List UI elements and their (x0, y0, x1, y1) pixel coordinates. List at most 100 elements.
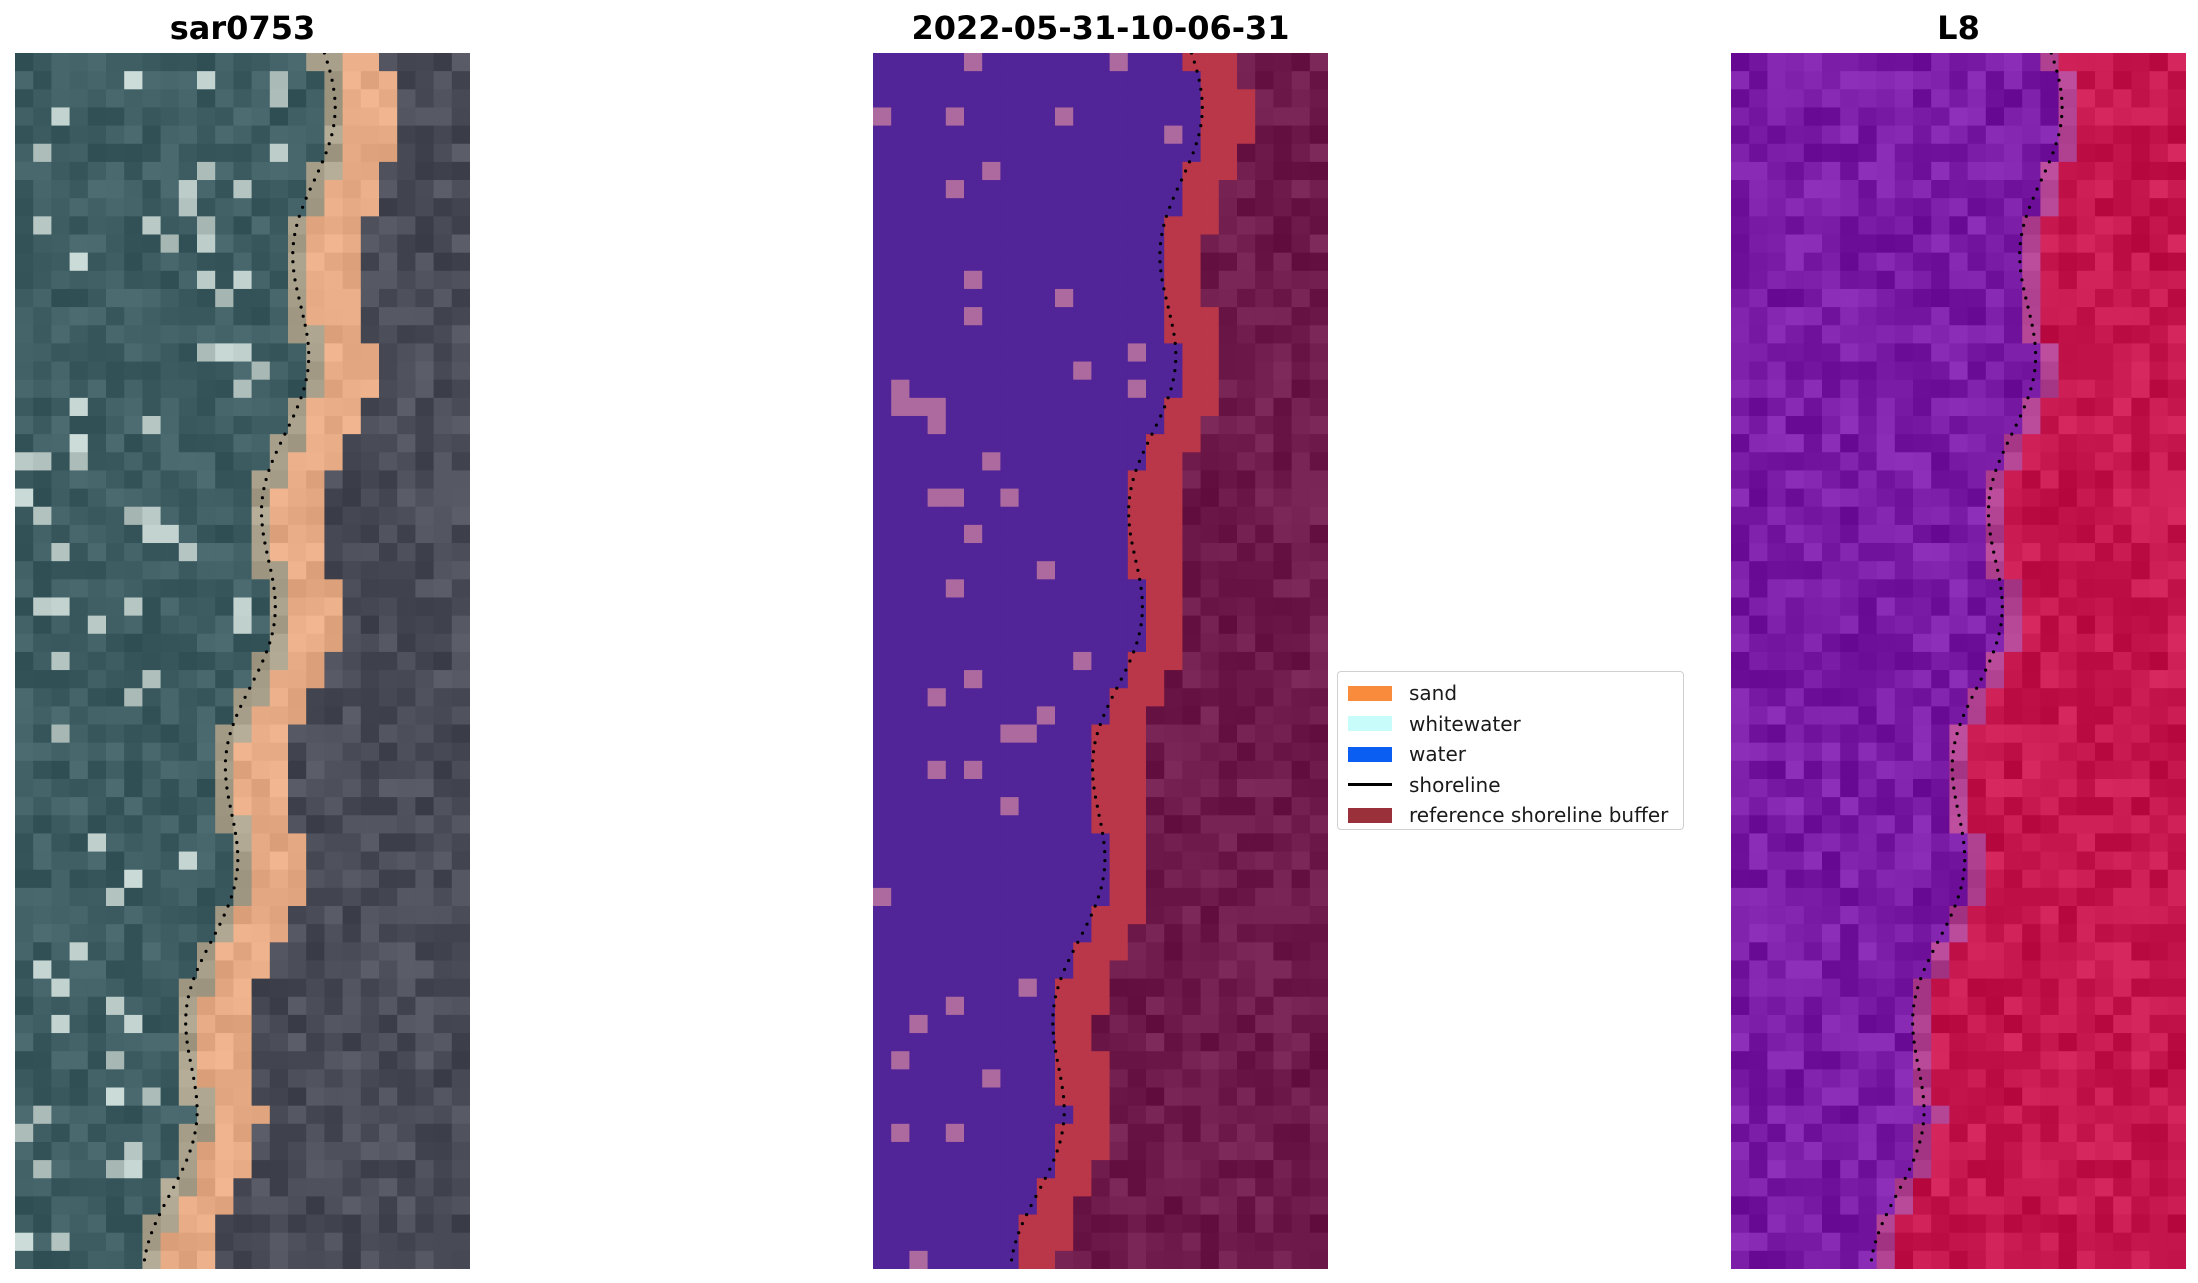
image-pixel (15, 996, 34, 1016)
image-pixel (2095, 579, 2114, 599)
image-pixel (33, 778, 52, 798)
image-pixel (2004, 89, 2023, 109)
image-pixel (1949, 325, 1969, 344)
image-pixel (160, 470, 180, 490)
image-pixel (891, 978, 910, 998)
image-pixel (1731, 978, 1750, 998)
image-pixel (197, 288, 216, 308)
image-pixel (1291, 307, 1311, 326)
image-pixel (233, 379, 253, 399)
image-pixel (288, 434, 307, 453)
image-pixel (1000, 143, 1020, 163)
image-pixel (1255, 978, 1274, 998)
image-pixel (33, 960, 52, 980)
image-pixel (1931, 53, 1950, 72)
image-pixel (909, 543, 929, 562)
image-pixel (2022, 960, 2041, 980)
image-pixel (1913, 924, 1932, 943)
image-pixel (1255, 89, 1274, 109)
image-pixel (15, 633, 34, 653)
image-pixel (1237, 615, 1256, 635)
image-pixel (1109, 143, 1129, 163)
image-pixel (1237, 470, 1256, 490)
image-pixel (909, 651, 929, 671)
image-pixel (1200, 1250, 1220, 1269)
image-pixel (1822, 343, 1841, 363)
shoreline-point (260, 523, 264, 527)
image-pixel (2076, 180, 2096, 199)
image-pixel (1731, 379, 1750, 399)
image-pixel (1055, 706, 1074, 726)
image-pixel (379, 706, 398, 726)
image-pixel (2058, 942, 2078, 962)
image-pixel (1858, 325, 1878, 344)
image-pixel (2022, 543, 2041, 562)
image-pixel (51, 434, 71, 453)
image-pixel (2004, 633, 2023, 653)
image-pixel (1894, 89, 1914, 109)
image-pixel (87, 579, 107, 599)
image-pixel (873, 815, 892, 835)
image-pixel (1091, 198, 1111, 217)
image-pixel (1146, 1069, 1165, 1089)
image-pixel (909, 343, 929, 363)
image-pixel (106, 488, 125, 508)
image-pixel (2058, 960, 2078, 980)
image-pixel (1237, 778, 1256, 798)
image-pixel (1036, 778, 1056, 798)
image-pixel (1967, 71, 1987, 90)
image-pixel (306, 506, 325, 526)
image-pixel (1291, 597, 1311, 617)
image-pixel (51, 288, 71, 308)
image-pixel (124, 960, 143, 980)
image-pixel (1273, 470, 1293, 490)
image-pixel (1785, 869, 1805, 889)
image-pixel (451, 107, 470, 127)
image-pixel (2022, 579, 2041, 599)
image-pixel (1822, 869, 1841, 889)
image-pixel (324, 633, 344, 653)
image-pixel (1291, 978, 1311, 998)
image-pixel (964, 143, 983, 163)
image-pixel (1858, 561, 1878, 580)
image-pixel (1036, 1069, 1056, 1089)
image-pixel (1858, 343, 1878, 363)
image-pixel (2113, 561, 2132, 580)
image-pixel (106, 125, 125, 145)
image-pixel (1913, 180, 1932, 199)
image-pixel (160, 924, 180, 943)
image-pixel (1218, 1105, 1238, 1125)
image-pixel (124, 125, 143, 145)
image-pixel (178, 234, 198, 254)
image-pixel (909, 833, 929, 853)
shoreline-point (1025, 1213, 1029, 1217)
image-pixel (142, 434, 162, 453)
image-pixel (397, 543, 416, 562)
image-pixel (945, 452, 965, 472)
image-pixel (87, 71, 107, 90)
image-pixel (2004, 252, 2023, 272)
image-pixel (2167, 252, 2186, 272)
image-pixel (1749, 361, 1768, 381)
image-pixel (379, 1123, 398, 1143)
image-pixel (433, 924, 453, 943)
image-pixel (451, 688, 470, 707)
image-pixel (124, 651, 143, 671)
image-pixel (1894, 361, 1914, 381)
image-pixel (2149, 361, 2169, 381)
image-pixel (964, 815, 983, 835)
image-pixel (982, 524, 1001, 544)
image-pixel (1967, 869, 1987, 889)
shoreline-point (304, 378, 308, 382)
image-pixel (33, 797, 52, 816)
image-pixel (379, 89, 398, 109)
image-pixel (1255, 1033, 1274, 1052)
image-pixel (927, 815, 947, 835)
image-pixel (269, 1250, 289, 1269)
image-pixel (51, 579, 71, 599)
image-pixel (306, 1214, 325, 1234)
image-pixel (2058, 833, 2078, 853)
image-pixel (909, 1123, 929, 1143)
image-pixel (269, 1123, 289, 1143)
image-pixel (1309, 161, 1328, 181)
